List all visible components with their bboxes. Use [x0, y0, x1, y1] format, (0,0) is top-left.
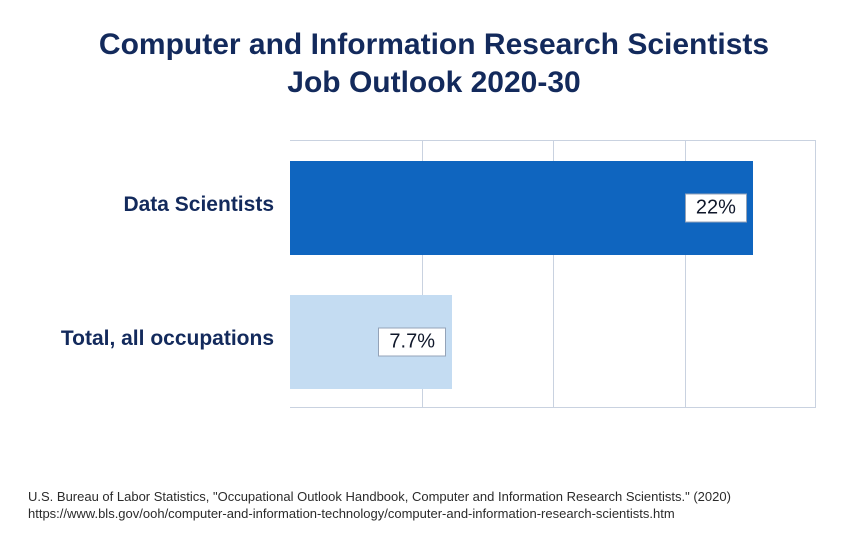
plot-region: 22% 7.7%: [290, 140, 816, 408]
category-label: Data Scientists: [0, 193, 274, 217]
title-line-2: Job Outlook 2020-30: [0, 64, 868, 102]
bar-value-label: 22%: [685, 194, 747, 223]
category-label: Total, all occupations: [0, 327, 274, 351]
source-line-1: U.S. Bureau of Labor Statistics, "Occupa…: [28, 488, 731, 506]
source-line-2: https://www.bls.gov/ooh/computer-and-inf…: [28, 505, 731, 523]
chart-title: Computer and Information Research Scient…: [0, 0, 868, 101]
chart-area: 22% 7.7% Data Scientists Total, all occupa…: [0, 140, 868, 440]
bar: 7.7%: [290, 295, 452, 389]
bar: 22%: [290, 161, 753, 255]
source-citation: U.S. Bureau of Labor Statistics, "Occupa…: [28, 488, 731, 523]
title-line-1: Computer and Information Research Scient…: [0, 26, 868, 64]
bar-value-label: 7.7%: [378, 328, 446, 357]
